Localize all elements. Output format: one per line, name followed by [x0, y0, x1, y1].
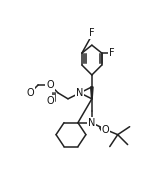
Text: F: F [109, 48, 115, 58]
Text: N: N [76, 88, 84, 98]
Polygon shape [91, 87, 93, 99]
Text: F: F [89, 28, 95, 38]
Text: O: O [46, 96, 54, 106]
Text: N: N [88, 118, 95, 128]
Text: O: O [46, 80, 54, 90]
Text: O: O [102, 125, 110, 135]
Text: O: O [26, 88, 34, 98]
